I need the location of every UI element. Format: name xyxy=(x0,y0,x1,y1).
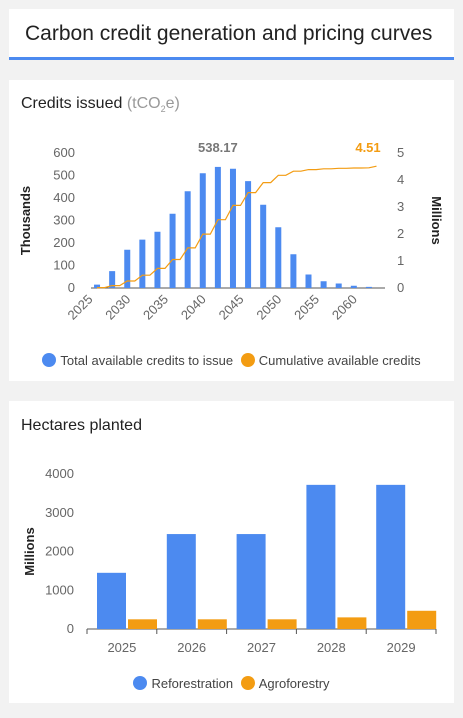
bar-total-credits xyxy=(335,283,342,288)
bar-total-credits xyxy=(229,168,236,288)
legend-swatch-blue xyxy=(42,353,57,367)
bar-total-credits xyxy=(350,285,357,288)
bar-reforestration xyxy=(376,484,406,629)
x-tick-label: 2026 xyxy=(177,640,206,655)
y-tick-label: 100 xyxy=(53,258,75,273)
y2-tick-label: 4 xyxy=(397,172,404,187)
y2-tick-label: 2 xyxy=(397,226,404,241)
bar-total-credits xyxy=(245,181,252,288)
bar-total-credits xyxy=(154,231,161,288)
y-tick-label: 0 xyxy=(68,280,75,295)
x-tick-label: 2055 xyxy=(291,292,322,323)
x-tick-label: 2030 xyxy=(102,292,133,323)
hectares-planted-chart: 0 1000 2000 3000 4000 Millions 2025 2026 2027 202… xyxy=(22,466,437,655)
legend-item-reforestration[interactable]: Reforestration xyxy=(133,676,233,691)
credits-chart-title-text: Credits issued xyxy=(21,95,123,112)
legend-label-cumulative-credits: Cumulative available credits xyxy=(258,353,421,368)
y-axis-label: Millions xyxy=(22,527,37,575)
bar-total-credits xyxy=(290,254,297,288)
x-tick-label: 2045 xyxy=(216,292,247,323)
x-tick-label: 2027 xyxy=(247,640,276,655)
x-tick-label: 2035 xyxy=(140,292,171,323)
bar-total-credits xyxy=(139,239,146,288)
bar-total-credits xyxy=(199,173,206,288)
y-tick-label: 200 xyxy=(53,235,75,250)
hectares-legend: Reforestration Agroforestry xyxy=(9,676,454,691)
bar-reforestration xyxy=(166,534,196,629)
y-axis-label: Thousands xyxy=(18,186,33,255)
line-end-label: 4.51 xyxy=(355,140,380,155)
bar-peak-label: 538.17 xyxy=(198,140,238,155)
credits-legend: Total available credits to issue Cumulat… xyxy=(9,353,454,368)
y-tick-label: 2000 xyxy=(45,544,74,559)
credits-chart-unit: (tCO2e) xyxy=(126,95,180,115)
y-tick-label: 0 xyxy=(67,621,74,636)
bar-total-credits xyxy=(184,191,191,288)
legend-swatch-orange xyxy=(240,676,255,690)
credits-chart-title: Credits issued (tCO2e) xyxy=(21,95,180,114)
bar-total-credits xyxy=(275,227,282,288)
page-title-card: Carbon credit generation and pricing cur… xyxy=(9,9,454,60)
y2-tick-label: 0 xyxy=(397,280,404,295)
credits-issued-card: Credits issued (tCO2e) 0 100 200 300 400 500 6… xyxy=(9,80,454,381)
hectares-planted-card: Hectares planted 0 1000 2000 3000 4000 Millio… xyxy=(9,401,454,703)
legend-item-total-credits[interactable]: Total available credits to issue xyxy=(42,353,233,368)
x-tick-label: 2025 xyxy=(107,640,136,655)
bar-total-credits xyxy=(94,284,101,288)
y-tick-label: 400 xyxy=(53,190,75,205)
y2-tick-label: 3 xyxy=(397,199,404,214)
x-tick-label: 2040 xyxy=(178,292,209,323)
page-title: Carbon credit generation and pricing cur… xyxy=(25,22,433,45)
bar-total-credits xyxy=(124,249,131,288)
y-tick-label: 4000 xyxy=(45,466,74,481)
bar-total-credits xyxy=(365,286,372,288)
bar-agroforestry xyxy=(197,619,227,629)
x-tick-label: 2060 xyxy=(329,292,360,323)
legend-item-cumulative-credits[interactable]: Cumulative available credits xyxy=(240,353,421,368)
bar-total-credits xyxy=(109,271,116,288)
bar-total-credits xyxy=(169,213,176,288)
y-tick-label: 600 xyxy=(53,145,75,160)
bar-agroforestry xyxy=(267,619,297,629)
y-tick-label: 300 xyxy=(53,213,75,228)
bar-reforestration xyxy=(306,484,336,629)
bar-reforestration xyxy=(97,572,126,629)
x-tick-label: 2050 xyxy=(253,292,284,323)
credits-issued-chart: 0 100 200 300 400 500 600 0 1 2 3 4 5 Thousands Millio… xyxy=(18,140,444,323)
legend-swatch-blue xyxy=(133,676,148,690)
y-tick-label: 500 xyxy=(53,168,75,183)
bar-total-credits xyxy=(260,204,267,288)
bar-agroforestry xyxy=(407,610,437,629)
x-tick-label: 2028 xyxy=(317,640,346,655)
legend-label-reforestration: Reforestration xyxy=(151,676,234,691)
bar-agroforestry xyxy=(128,619,157,629)
bar-total-credits xyxy=(320,281,327,288)
line-cumulative-credits xyxy=(97,165,377,289)
y2-tick-label: 1 xyxy=(397,253,404,268)
legend-label-total-credits: Total available credits to issue xyxy=(60,353,234,368)
legend-item-agroforestry[interactable]: Agroforestry xyxy=(240,676,330,691)
x-tick-label: 2025 xyxy=(65,292,96,323)
y-tick-label: 3000 xyxy=(45,505,74,520)
y2-tick-label: 5 xyxy=(397,145,404,160)
bar-agroforestry xyxy=(337,617,367,629)
x-tick-label: 2029 xyxy=(387,640,416,655)
bar-total-credits xyxy=(214,166,221,288)
y2-axis-label: Millions xyxy=(429,196,444,244)
legend-label-agroforestry: Agroforestry xyxy=(258,676,330,691)
hectares-chart-title: Hectares planted xyxy=(21,417,142,434)
legend-swatch-orange xyxy=(240,353,255,367)
bar-reforestration xyxy=(236,534,266,629)
y-tick-label: 1000 xyxy=(45,582,74,597)
bar-total-credits xyxy=(305,274,312,288)
